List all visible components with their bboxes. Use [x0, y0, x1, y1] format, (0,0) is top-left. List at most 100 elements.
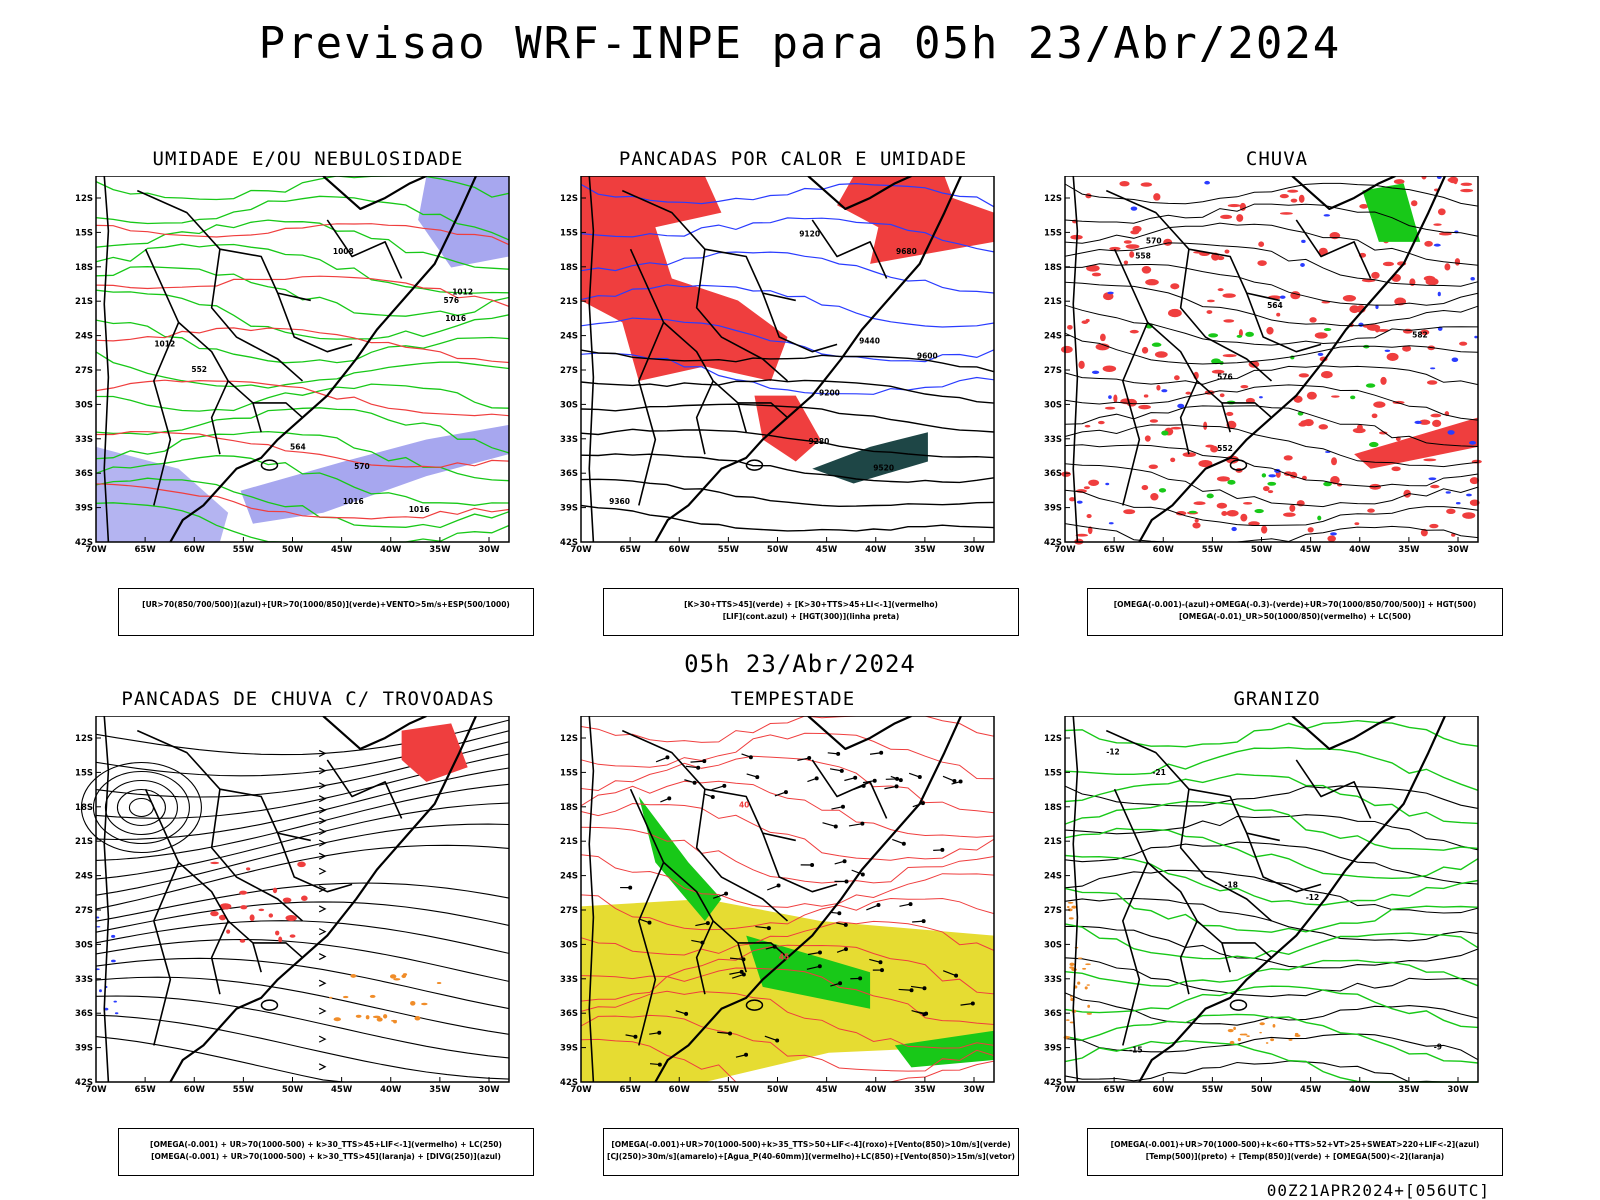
shaded-cell — [1342, 295, 1357, 302]
streamline-arrow — [318, 1007, 327, 1015]
map-svg: 40 45 12S 15S 18S 21S 24S 27S 30S 33S 36S 39S 42S70W… — [560, 714, 995, 1095]
contour-label: -12 — [1106, 747, 1120, 756]
contour-label: 9200 — [819, 389, 840, 398]
wind-vector-head — [684, 1011, 689, 1016]
contour-label: 1008 — [333, 247, 354, 256]
shaded-cell — [1198, 459, 1213, 468]
shaded-cell — [301, 895, 308, 901]
thunderstorm-area-coast — [210, 861, 308, 943]
shaded-cell — [1331, 457, 1337, 466]
shaded-cell — [1430, 413, 1442, 418]
shaded-cell — [1086, 1012, 1092, 1015]
shaded-cell — [96, 926, 101, 928]
shaded-cell — [1290, 198, 1298, 203]
contour-line — [580, 182, 995, 208]
shaded-cell — [1067, 901, 1074, 904]
shaded-cell — [1268, 474, 1277, 478]
shaded-cell — [111, 959, 116, 963]
streamline-arrow — [318, 767, 327, 775]
streamline-arrow — [318, 852, 327, 860]
lon-label: 55W — [1202, 1085, 1224, 1095]
legend-box: [OMEGA(-0.001)+UR>70(1000-500)+k<60+TTS>… — [1087, 1128, 1503, 1176]
lat-label: 33S — [1044, 975, 1062, 985]
shaded-cell — [113, 1000, 117, 1003]
wind-vector-head — [817, 964, 822, 969]
wind-vector-head — [876, 903, 881, 908]
shaded-cell — [1087, 526, 1093, 535]
shaded-cell — [487, 287, 495, 291]
streamline-arrow — [318, 806, 327, 814]
wind-vector-head — [696, 765, 701, 770]
state-border — [1179, 789, 1273, 922]
shaded-cell — [1270, 1038, 1275, 1042]
shaded-cell — [1300, 419, 1314, 426]
contour-line — [580, 780, 995, 838]
wind-vector-head — [858, 976, 863, 981]
run-timestamp: 00Z21APR2024+[056UTC] — [1266, 1181, 1490, 1200]
shaded-cell — [1266, 326, 1274, 335]
lat-label: 42S — [560, 538, 578, 548]
legend-line-2: [Temp(500)](preto) + [Temp(850)](verde) … — [1145, 1152, 1445, 1161]
legend-line-1: [OMEGA(-0.001)+UR>70(1000-500)+k>35_TTS>… — [611, 1140, 1011, 1149]
wind-vector-head — [843, 947, 848, 952]
wind-vector-head — [755, 775, 760, 780]
shaded-cell — [1243, 501, 1253, 505]
shaded-cell — [1156, 384, 1161, 391]
shaded-cell — [1459, 341, 1468, 346]
map-svg: 1012 1012 1016 1016 1008 576 570 564 552 1016 12S 1… — [75, 174, 510, 555]
wind-vector-head — [922, 1012, 927, 1017]
strong-wind-area-2 — [746, 935, 871, 1009]
shaded-cell — [1129, 251, 1135, 258]
streamline-arrow — [318, 828, 327, 836]
contour-line — [580, 217, 995, 253]
shaded-cell — [1391, 466, 1401, 472]
strong-omega-green — [1145, 323, 1379, 521]
wind-vector — [729, 971, 742, 975]
state-border — [1221, 942, 1273, 959]
circulation-ring — [92, 770, 190, 845]
shaded-cell — [1411, 200, 1418, 207]
wind-vector-head — [940, 847, 945, 852]
wind-vector — [960, 1002, 973, 1006]
lat-label: 15S — [75, 768, 93, 778]
contour-line — [1064, 463, 1479, 508]
lon-label: 45W — [331, 545, 353, 555]
wind-vector — [797, 757, 810, 761]
legend-line-1: [OMEGA(-0.001) + UR>70(1000-500) + k>30_… — [150, 1140, 502, 1149]
contour-line — [580, 990, 995, 1049]
shaded-cell — [1085, 963, 1091, 966]
shaded-cell — [1224, 249, 1230, 254]
state-border — [210, 789, 304, 922]
contour-line — [1064, 1033, 1479, 1061]
shaded-cell — [380, 389, 388, 396]
shaded-cell — [285, 914, 297, 922]
lon-label: 40W — [1349, 545, 1371, 555]
streamline — [95, 976, 510, 1035]
shaded-cell — [109, 517, 116, 523]
contour-line — [1064, 365, 1479, 386]
contour-line — [580, 755, 995, 814]
shaded-cell — [1384, 349, 1391, 352]
shaded-cell — [1261, 525, 1268, 534]
contour-line — [1064, 957, 1479, 998]
shaded-cell — [379, 203, 385, 209]
shaded-cell — [1140, 182, 1153, 187]
lat-label: 30S — [560, 940, 578, 950]
lat-label: 42S — [1044, 538, 1062, 548]
panel-title: UMIDADE E/OU NEBULOSIDADE — [152, 148, 464, 170]
wind-vector-head — [952, 779, 957, 784]
lat-label: 30S — [560, 400, 578, 410]
wind-vector-head — [917, 775, 922, 780]
contour-label: 564 — [290, 442, 306, 451]
wind-vector-head — [901, 841, 906, 846]
shaded-cell — [1272, 1024, 1276, 1028]
shaded-cell — [351, 393, 362, 397]
shaded-cell — [1141, 484, 1149, 491]
shaded-cell — [1265, 1042, 1269, 1044]
shaded-cell — [383, 493, 390, 499]
wind-vector-head — [872, 778, 877, 783]
instability-area-south — [754, 395, 821, 462]
lat-label: 21S — [1044, 837, 1062, 847]
omega-blue — [1076, 175, 1478, 536]
contour-line — [1064, 827, 1479, 880]
